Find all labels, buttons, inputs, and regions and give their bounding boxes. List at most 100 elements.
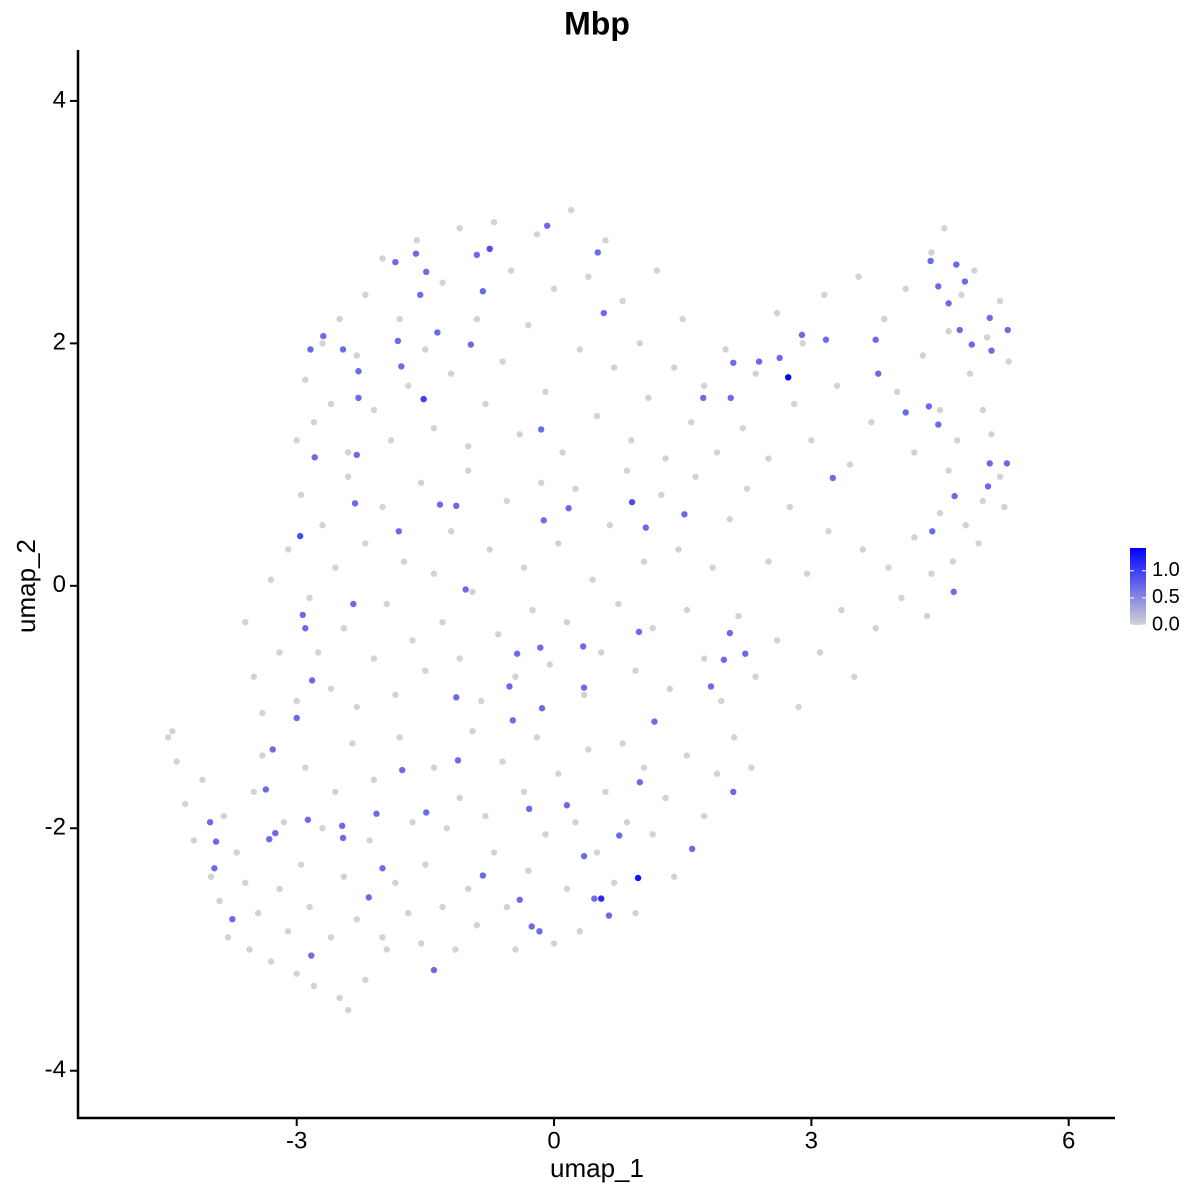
- cell-point: [632, 909, 639, 917]
- cell-point: [838, 606, 845, 614]
- cell-point: [550, 940, 558, 947]
- cell-point: [542, 831, 549, 838]
- cell-point: [540, 517, 547, 524]
- cell-point: [338, 822, 346, 830]
- cell-point: [872, 336, 879, 343]
- cell-point: [623, 467, 631, 474]
- cell-point: [563, 618, 571, 626]
- cell-point: [507, 267, 515, 274]
- cell-point: [353, 703, 360, 711]
- cell-point: [593, 412, 601, 420]
- cell-point: [447, 528, 455, 535]
- cell-point: [423, 809, 430, 816]
- cell-point: [572, 485, 579, 493]
- cell-point: [559, 449, 566, 456]
- cell-point: [529, 606, 536, 614]
- cell-point: [302, 764, 309, 771]
- cell-point: [825, 528, 832, 535]
- cell-point: [355, 368, 362, 375]
- cell-point: [420, 395, 427, 403]
- cell-point: [473, 922, 481, 929]
- cell-point: [452, 946, 459, 953]
- cell-point: [730, 788, 737, 796]
- cell-point: [968, 341, 975, 348]
- cell-point: [477, 697, 485, 705]
- cell-point: [436, 501, 444, 508]
- cell-point: [941, 225, 948, 232]
- cell-point: [670, 364, 678, 371]
- cell-point: [220, 812, 228, 820]
- cell-point: [293, 970, 300, 977]
- cell-point: [267, 958, 275, 965]
- cell-point: [405, 909, 412, 917]
- cell-point: [465, 443, 472, 450]
- cell-point: [692, 473, 699, 480]
- cell-point: [379, 503, 386, 511]
- cell-point: [923, 612, 931, 620]
- cell-point: [349, 740, 356, 747]
- cell-point: [314, 649, 322, 656]
- cell-point: [537, 426, 545, 433]
- cell-point: [795, 703, 802, 711]
- cell-point: [799, 340, 806, 347]
- cell-point: [310, 982, 318, 990]
- cell-point: [658, 491, 665, 499]
- cell-point: [383, 946, 390, 953]
- cell-point: [961, 278, 969, 285]
- cell-point: [816, 649, 824, 656]
- cell-point: [935, 421, 942, 428]
- cell-point: [516, 896, 523, 903]
- cell-point: [919, 352, 927, 359]
- x-tick-label: 3: [805, 1127, 818, 1154]
- cell-point: [536, 928, 543, 935]
- cell-point: [409, 819, 416, 826]
- cell-point: [370, 655, 378, 662]
- cell-point: [666, 685, 674, 693]
- x-tick-label: 0: [547, 1127, 560, 1154]
- cell-point: [1001, 503, 1008, 511]
- cell-point: [533, 734, 541, 741]
- cell-point: [653, 267, 661, 274]
- cell-point: [297, 491, 305, 499]
- cell-point: [726, 629, 734, 637]
- cell-point: [182, 800, 189, 808]
- cell-point: [1004, 326, 1011, 334]
- cell-point: [246, 946, 253, 953]
- cell-point: [344, 473, 352, 480]
- cell-point: [803, 570, 811, 577]
- cell-point: [423, 268, 430, 276]
- cell-point: [713, 770, 721, 777]
- cell-point: [512, 946, 519, 953]
- points: [164, 206, 1012, 1014]
- cell-point: [336, 994, 343, 1002]
- cell-point: [392, 691, 399, 699]
- cell-point: [786, 503, 794, 511]
- cell-point: [591, 895, 598, 902]
- cell-point: [173, 758, 180, 765]
- x-axis-title: umap_1: [550, 1153, 644, 1183]
- cell-point: [443, 825, 451, 832]
- cell-point: [600, 309, 607, 317]
- cell-point: [447, 370, 455, 377]
- cell-point: [503, 497, 511, 505]
- cell-point: [490, 849, 498, 856]
- cell-point: [453, 694, 460, 701]
- cell-point: [700, 394, 707, 402]
- cell-point: [379, 865, 386, 872]
- cell-point: [679, 315, 686, 323]
- cell-point: [563, 802, 571, 809]
- cell-point: [327, 400, 335, 408]
- cell-point: [533, 231, 541, 238]
- cell-point: [355, 394, 362, 402]
- cell-point: [700, 655, 708, 662]
- cell-point: [362, 540, 369, 547]
- cell-point: [798, 331, 806, 339]
- cell-point: [362, 976, 369, 984]
- cell-point: [949, 558, 957, 565]
- cell-point: [550, 285, 558, 293]
- cell-point: [495, 631, 502, 638]
- cell-point: [765, 558, 772, 565]
- cell-point: [469, 588, 476, 596]
- cell-point: [945, 467, 952, 474]
- cell-point: [319, 825, 326, 832]
